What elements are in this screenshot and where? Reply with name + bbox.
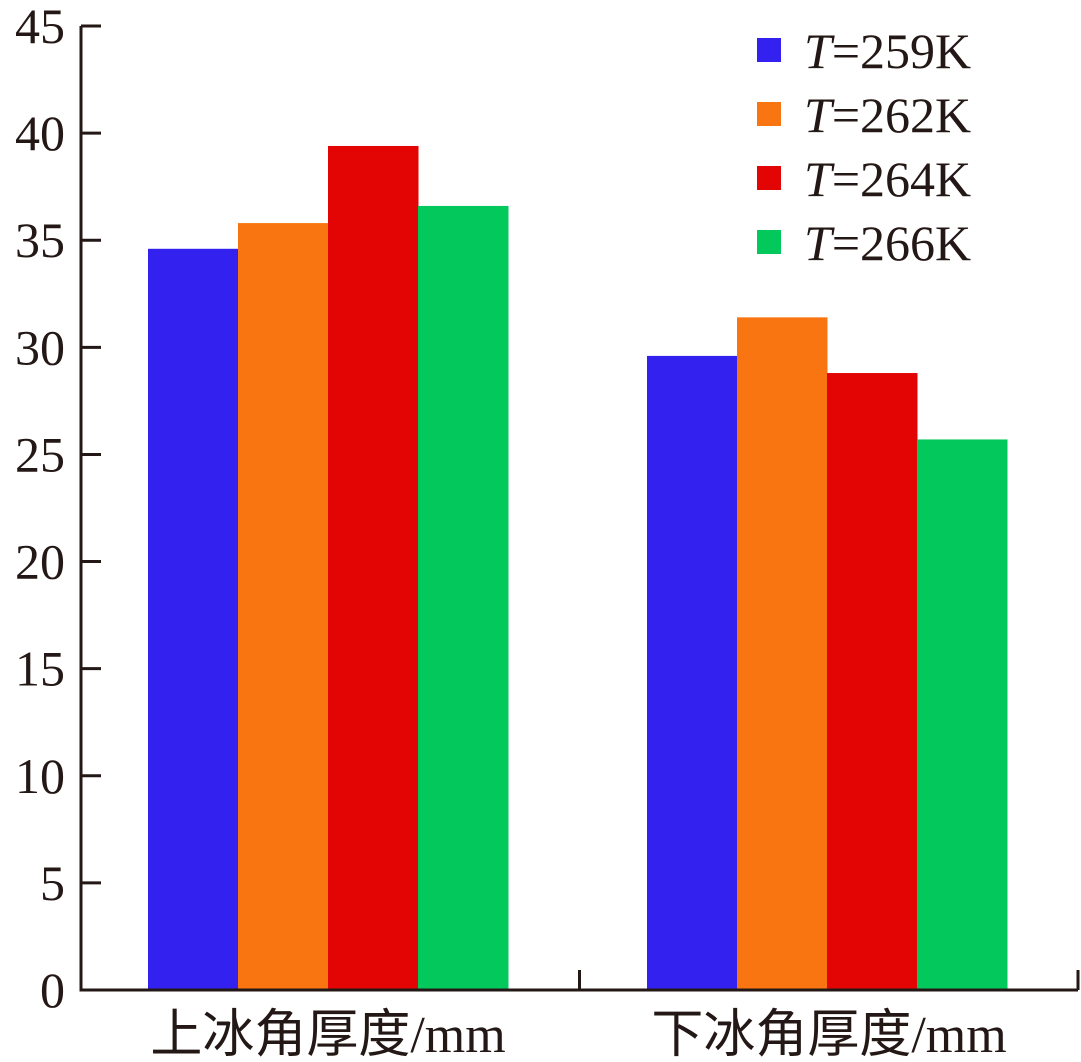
y-tick-label-5: 5	[40, 855, 65, 911]
bar-2-series-1	[647, 355, 738, 990]
y-tick-label-10: 10	[15, 748, 65, 804]
bar-1-series-1	[148, 248, 239, 990]
bar-2-series-3	[827, 373, 918, 990]
legend-label-1: T=259K	[804, 23, 971, 79]
y-tick-label-40: 40	[15, 105, 65, 161]
legend-label-3: T=264K	[804, 151, 971, 207]
bar-1-series-4	[418, 205, 509, 991]
y-tick-label-45: 45	[15, 0, 65, 54]
x-category-label-2: 下冰角厚度/mm	[651, 1007, 1006, 1062]
y-tick-label-15: 15	[15, 641, 65, 697]
y-tick-label-20: 20	[15, 534, 65, 590]
bar-1-series-2	[238, 223, 329, 990]
legend-label-4: T=266K	[804, 215, 971, 271]
bar-2-series-4	[917, 439, 1008, 991]
legend-swatch-2	[757, 102, 781, 126]
y-tick-label-0: 0	[40, 962, 65, 1018]
x-category-label-1: 上冰角厚度/mm	[150, 1007, 505, 1062]
legend-swatch-4	[757, 230, 781, 254]
legend-swatch-1	[757, 38, 781, 62]
y-tick-label-30: 30	[15, 319, 65, 375]
bar-1-series-3	[328, 145, 419, 990]
y-tick-label-35: 35	[15, 212, 65, 268]
y-tick-label-25: 25	[15, 426, 65, 482]
legend-label-2: T=262K	[804, 87, 971, 143]
legend-swatch-3	[757, 166, 781, 190]
bar-2-series-2	[737, 317, 828, 990]
